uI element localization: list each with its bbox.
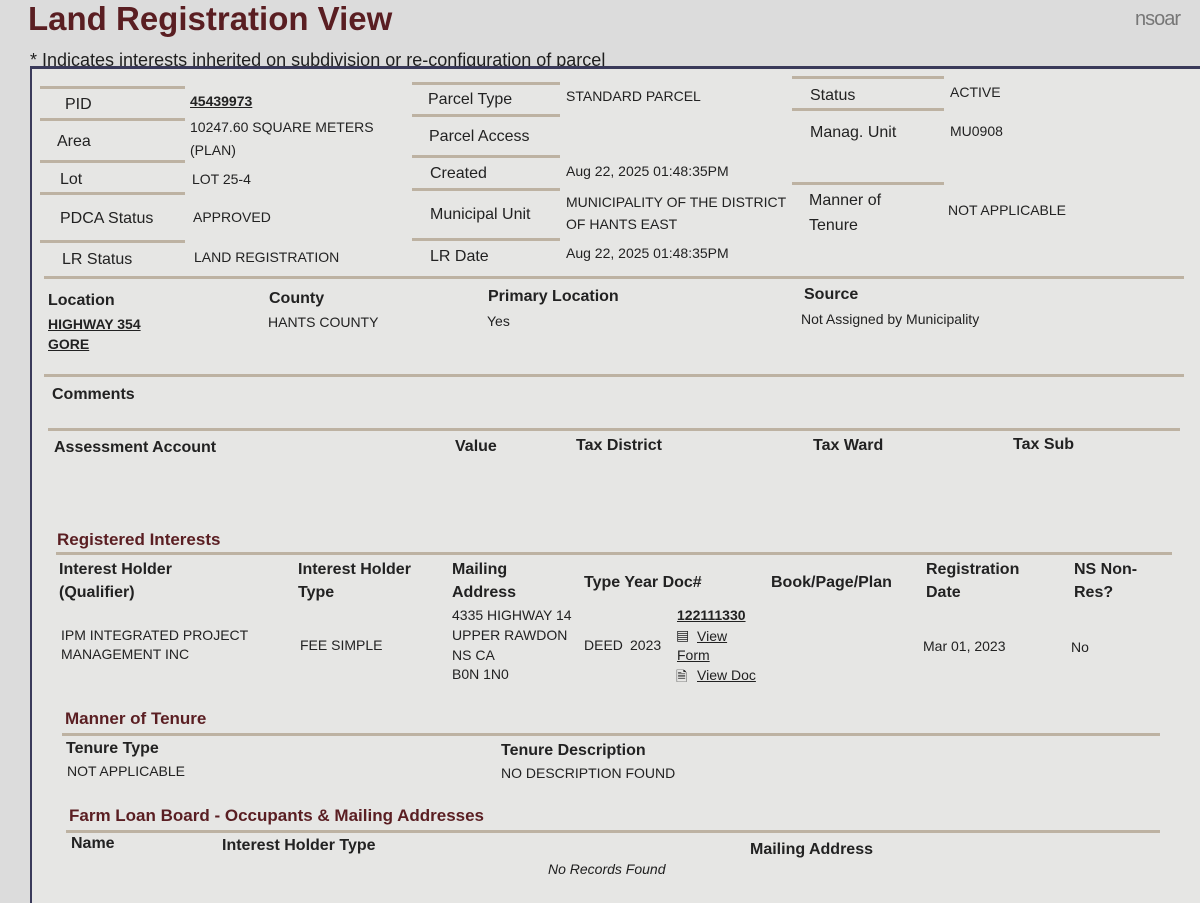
col-type-year-doc: Type Year Doc# xyxy=(584,574,702,591)
farm-col-type: Interest Holder Type xyxy=(222,837,376,854)
form-icon: ▤ xyxy=(676,627,690,643)
source-value: Not Assigned by Municipality xyxy=(801,311,980,327)
area-value: 10247.60 SQUARE METERS xyxy=(190,119,374,135)
document-icon: 🗎 xyxy=(676,668,688,684)
lr-status-label: LR Status xyxy=(62,251,133,268)
col-holder-1: Interest Holder xyxy=(59,561,172,578)
col-type-2: Type xyxy=(298,584,335,601)
tenure-label-1: Manner of xyxy=(809,192,882,209)
county-label: County xyxy=(269,290,325,307)
lot-value: LOT 25-4 xyxy=(192,171,251,187)
col-mail-2: Address xyxy=(452,584,517,601)
tenure-description-value: NO DESCRIPTION FOUND xyxy=(501,765,676,781)
created-label: Created xyxy=(430,165,487,182)
manag-unit-label: Manag. Unit xyxy=(810,124,897,141)
address-line: 4335 HIGHWAY 14 xyxy=(452,607,572,623)
pid-label: PID xyxy=(65,96,92,113)
address-line: UPPER RAWDON xyxy=(452,627,568,643)
manag-unit-value: MU0908 xyxy=(950,123,1003,139)
no-records-message: No Records Found xyxy=(548,861,666,877)
nsoar-logo: nsoar xyxy=(1134,8,1181,30)
tenure-type-label: Tenure Type xyxy=(66,740,159,757)
tenure-type-value: NOT APPLICABLE xyxy=(67,763,186,779)
col-book-page-plan: Book/Page/Plan xyxy=(771,574,892,591)
municipal-unit-value-1: MUNICIPALITY OF THE DISTRICT xyxy=(566,194,787,210)
lr-date-label: LR Date xyxy=(430,248,489,265)
col-ns-2: Res? xyxy=(1074,584,1114,601)
created-value: Aug 22, 2025 01:48:35PM xyxy=(566,163,729,179)
farm-col-name: Name xyxy=(71,835,115,852)
lot-label: Lot xyxy=(60,171,83,188)
tenure-value: NOT APPLICABLE xyxy=(948,202,1067,218)
doc-year: 2023 xyxy=(630,637,662,653)
col-type-1: Interest Holder xyxy=(298,561,411,578)
tenure-description-label: Tenure Description xyxy=(501,742,646,759)
pdca-label: PDCA Status xyxy=(60,210,154,227)
primary-location-label: Primary Location xyxy=(488,288,619,305)
parcel-access-label: Parcel Access xyxy=(429,128,530,145)
lr-date-value: Aug 22, 2025 01:48:35PM xyxy=(566,245,729,261)
view-form-link[interactable]: View xyxy=(697,628,728,644)
ns-non-res: No xyxy=(1071,639,1089,655)
pdca-value: APPROVED xyxy=(193,209,271,225)
assessment-col-value: Value xyxy=(455,438,497,455)
county-value: HANTS COUNTY xyxy=(268,314,379,330)
col-holder-2: (Qualifier) xyxy=(59,584,135,601)
view-form-link-2[interactable]: Form xyxy=(677,647,710,663)
doc-number-link[interactable]: 122111330 xyxy=(677,607,746,623)
assessment-col-account: Assessment Account xyxy=(54,439,217,456)
status-value: ACTIVE xyxy=(950,84,1001,100)
pid-link[interactable]: 45439973 xyxy=(190,93,253,109)
parcel-type-label: Parcel Type xyxy=(428,91,513,108)
col-ns-1: NS Non- xyxy=(1074,561,1138,578)
status-label: Status xyxy=(810,87,856,104)
col-reg-1: Registration xyxy=(926,561,1020,578)
holder-name-1: IPM INTEGRATED PROJECT xyxy=(61,627,249,643)
tenure-label-2: Tenure xyxy=(809,217,858,234)
municipal-unit-label: Municipal Unit xyxy=(430,206,531,223)
location-link-2[interactable]: GORE xyxy=(48,336,90,352)
parcel-panel xyxy=(30,66,1200,903)
page-title: Land Registration View xyxy=(28,0,393,37)
comments-label: Comments xyxy=(52,386,135,403)
holder-name-2: MANAGEMENT INC xyxy=(61,646,190,662)
assessment-col-ward: Tax Ward xyxy=(813,437,884,454)
view-doc-link[interactable]: View Doc xyxy=(697,667,756,683)
registration-date: Mar 01, 2023 xyxy=(923,638,1006,654)
location-link-1[interactable]: HIGHWAY 354 xyxy=(48,316,141,332)
manner-of-tenure-title: Manner of Tenure xyxy=(65,709,207,728)
col-reg-2: Date xyxy=(926,584,961,601)
inherited-note: * Indicates interests inherited on subdi… xyxy=(30,50,606,70)
col-mail-1: Mailing xyxy=(452,561,508,578)
holder-type: FEE SIMPLE xyxy=(300,637,383,653)
area-label: Area xyxy=(57,133,91,150)
location-label: Location xyxy=(48,292,115,309)
primary-location-value: Yes xyxy=(487,313,510,329)
farm-loan-board-title: Farm Loan Board - Occupants & Mailing Ad… xyxy=(69,806,485,825)
source-label: Source xyxy=(804,286,859,303)
area-sub: (PLAN) xyxy=(190,142,236,158)
registered-interests-title: Registered Interests xyxy=(57,530,221,549)
parcel-type-value: STANDARD PARCEL xyxy=(566,88,701,104)
assessment-col-sub: Tax Sub xyxy=(1013,436,1075,453)
address-line: NS CA xyxy=(452,647,495,663)
address-line: B0N 1N0 xyxy=(452,666,509,682)
lr-status-value: LAND REGISTRATION xyxy=(194,249,340,265)
municipal-unit-value-2: OF HANTS EAST xyxy=(566,216,678,232)
farm-col-mail: Mailing Address xyxy=(750,841,873,858)
doc-type: DEED xyxy=(584,637,623,653)
assessment-col-district: Tax District xyxy=(576,437,662,454)
